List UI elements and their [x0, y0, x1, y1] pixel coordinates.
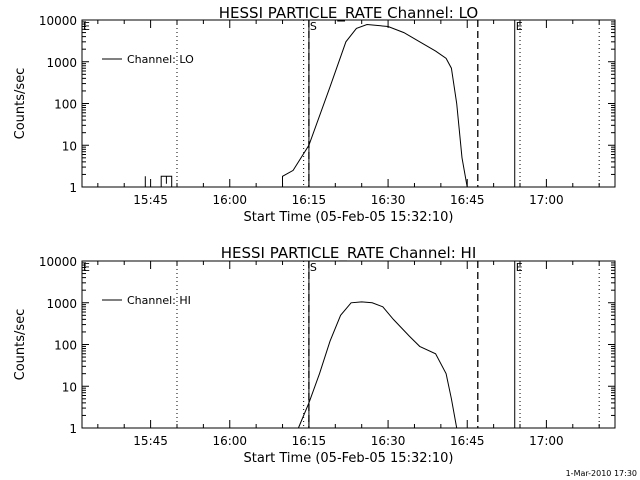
panel-1-y-tick-label: 1000 — [46, 56, 77, 70]
panel-1-marker-label: S — [310, 20, 317, 33]
panel-2-series-line — [297, 301, 458, 429]
panel-2-x-tick-label: 16:30 — [371, 434, 406, 448]
panel-2-y-tick-label: 10000 — [39, 255, 77, 269]
panel-2-x-tick-label: 17:00 — [529, 434, 564, 448]
panel-1-y-axis-label: Counts/sec — [13, 68, 28, 140]
panel-1-plot-frame — [81, 19, 616, 188]
panel-2-y-tick-label: 100 — [54, 339, 77, 353]
panel-1-legend-label: Channel: LO — [127, 53, 194, 66]
panel-1-marker-label: E — [516, 20, 523, 33]
panel-2-x-tick-label: 16:15 — [292, 434, 327, 448]
panel-1-x-tick-label: 15:45 — [133, 193, 168, 207]
panel-2-y-tick-label: 10 — [62, 380, 77, 394]
panel-1-x-tick-label: 16:30 — [371, 193, 406, 207]
panel-2-marker-label: E — [83, 261, 90, 274]
panel-1-y-tick-label: 100 — [54, 98, 77, 112]
footer-timestamp: 1-Mar-2010 17:30 — [566, 469, 637, 478]
panel-1-title: HESSI PARTICLE_RATE Channel: LO — [219, 4, 478, 23]
panel-2-marker-label: S — [310, 261, 317, 274]
panel-2-y-tick-label: 1000 — [46, 297, 77, 311]
panel-2-x-tick-label: 16:45 — [450, 434, 485, 448]
panel-1-x-axis-label: Start Time (05-Feb-05 15:32:10) — [244, 210, 454, 225]
panel-2-marker-label: E — [516, 261, 523, 274]
panel-1-x-tick-label: 16:45 — [450, 193, 485, 207]
panel-2-x-axis-label: Start Time (05-Feb-05 15:32:10) — [244, 451, 454, 466]
panel-2-chart: HESSI PARTICLE_RATE Channel: HI 1 10 100 100… — [13, 244, 616, 466]
panel-1-x-tick-label: 17:00 — [529, 193, 564, 207]
panel-1-y-tick-label: 1 — [69, 181, 77, 195]
panel-2-title: HESSI PARTICLE_RATE Channel: HI — [221, 244, 477, 263]
panel-2-x-tick-label: 16:00 — [212, 434, 247, 448]
panel-2-plot-frame — [81, 260, 616, 429]
panel-1-x-tick-label: 16:15 — [292, 193, 327, 207]
panel-1-x-tick-label: 16:00 — [212, 193, 247, 207]
panel-2-y-axis-label: Counts/sec — [13, 309, 28, 381]
panel-2-legend-label: Channel: HI — [127, 294, 191, 307]
panel-1-y-tick-label: 10000 — [39, 14, 77, 28]
panel-2-y-tick-label: 1 — [69, 422, 77, 436]
panel-1-chart: HESSI PARTICLE_RATE Channel: LO 1 10 100 100… — [13, 4, 616, 225]
panel-1-y-tick-label: 10 — [62, 139, 77, 153]
panel-1-series-line — [92, 23, 468, 188]
panel-1-marker-label: E — [83, 20, 90, 33]
panel-2-x-tick-label: 15:45 — [133, 434, 168, 448]
